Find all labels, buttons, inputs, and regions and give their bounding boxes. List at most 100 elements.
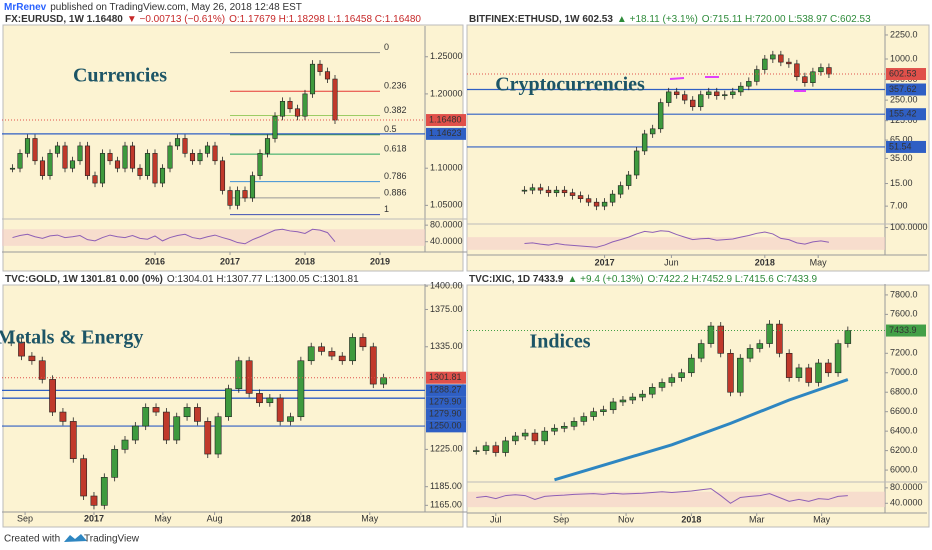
author[interactable]: MrRenev [4,2,47,13]
footer: Created with TradingView [4,534,140,545]
candle [569,192,576,196]
candle [245,360,253,394]
x-tick-label: Jul [490,514,502,524]
y-tick-label: 2250.0 [890,29,918,39]
candle [521,189,528,192]
candle [197,153,203,162]
last-price-box [426,371,466,384]
x-tick-label: May [810,257,828,267]
candle [62,145,68,169]
candle [219,160,226,191]
price-box [426,384,466,397]
candle [600,409,607,412]
candle [570,421,578,427]
candle [551,427,558,432]
brand[interactable]: TradingView [84,534,140,545]
fib-label: 0 [384,42,389,52]
candle [99,153,106,184]
candle [90,495,98,506]
candle [609,193,616,203]
y-tick-label: 1.25000 [430,51,463,61]
candle [756,343,764,349]
candle [502,440,509,453]
fib-label: 1 [384,204,389,214]
candle [785,352,793,378]
candle [473,450,480,452]
annotation: Currencies [73,65,167,87]
candle [359,337,367,348]
y-tick-label: 1225.00 [430,444,463,454]
annotation: Cryptocurrencies [495,74,645,96]
candle [111,449,119,478]
candle [256,393,263,404]
candle [338,355,346,362]
candle [122,145,128,169]
candle [561,425,568,429]
candle [730,91,736,96]
candle [682,94,688,101]
y-tick-label: 15.00 [890,178,913,188]
candle [225,388,232,418]
moving-average [554,378,849,482]
panel-header: FX:EURUSD, 1W 1.16480 ▼ −0.00713 (−0.61%)… [5,14,421,25]
candle [272,115,278,139]
candle [47,153,53,176]
candle [585,198,592,203]
candle [297,360,305,418]
y-tick-label: 7200.0 [890,348,918,358]
candle [541,430,548,442]
candle [287,416,294,422]
candle [537,187,544,191]
x-tick-label: 2017 [595,257,615,267]
candle [369,346,377,385]
candle [714,91,720,97]
candle [561,189,568,194]
candle [722,94,728,97]
candle [142,407,150,427]
fib-label: 0.236 [384,81,407,91]
y-tick-label: 1375.00 [430,304,463,314]
x-tick-label: 2017 [220,256,240,266]
rsi-tick-label: 80.0000 [890,482,923,492]
rsi-line [12,228,336,245]
price-box-label: 1279.90 [429,409,462,419]
candle [512,435,519,442]
y-tick-label: 6200.0 [890,445,918,455]
y-tick-label: 1.20000 [430,88,463,98]
candle [235,360,243,390]
candle [738,85,744,93]
candle [762,58,768,70]
x-tick-label: 2016 [145,256,165,266]
annotation: Metals & Energy [0,327,143,349]
candle [678,372,685,378]
candle [7,341,15,344]
candle [182,138,188,154]
candle [815,362,822,383]
candle [59,411,67,422]
candle [307,346,315,362]
logo [64,534,87,542]
candle [629,396,636,401]
candle [802,76,808,83]
candle [649,387,656,395]
y-tick-label: 1.05000 [430,200,463,210]
candle [152,407,160,413]
candle [287,101,293,110]
price-box [886,140,926,153]
rsi-line [524,230,829,248]
candle [590,411,597,417]
candle [214,416,222,455]
candle [18,341,25,357]
x-tick-label: Sep [17,513,33,523]
y-tick-label: 6000.0 [890,464,918,474]
candle [665,91,672,103]
ohlc: O:1.17679 H:1.18298 L:1.16458 C:1.16480 [229,14,421,25]
symbol: FX:EURUSD, 1W 1.16480 [5,14,123,25]
x-tick-label: Nov [618,514,635,524]
annotation: Indices [529,331,590,353]
candle [658,382,666,388]
last-price-box [886,68,926,81]
chart: 2250.01000.0500.00250.00125.0065.0035.00… [467,26,928,267]
candle [697,343,705,359]
